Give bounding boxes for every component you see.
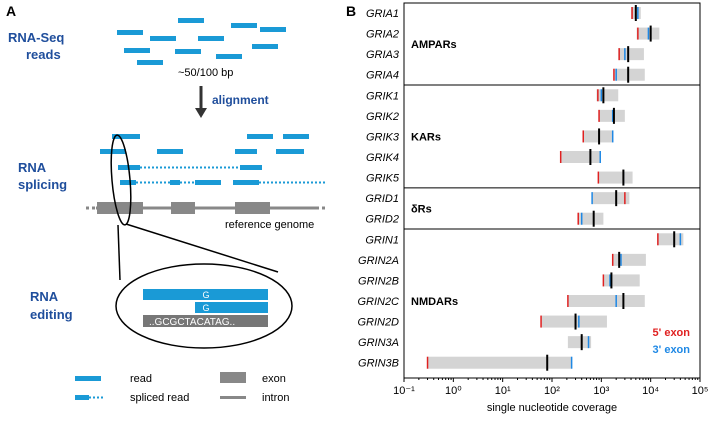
coverage-range [612,253,646,266]
coverage-range [578,212,604,225]
gene-label: GRIA3 [366,49,400,61]
editing-title: editing [30,307,73,322]
gene-label: GRIA4 [366,70,399,82]
coverage-range [567,336,592,349]
read [143,289,268,300]
gene-label: GRIK4 [366,152,399,164]
gene-label: GRIN2D [357,317,399,329]
legend-label: 3' exon [653,344,691,356]
coverage-range [427,356,572,369]
coverage-range [567,295,645,307]
group-label: KARs [411,131,441,143]
step-label: alignment [212,93,269,107]
gene-label: GRIK3 [366,131,400,143]
legend-a: read spliced read exon intron [75,372,290,404]
gene-label: GRIK2 [366,111,399,123]
coverage-range [560,151,601,163]
gene-label: GRIN2C [357,296,399,308]
aligned-reads [100,134,326,185]
coverage-range [657,233,684,246]
gene-label: GRIN3A [358,337,399,349]
coverage-range [596,89,619,102]
edit-base: G [202,303,209,313]
coverage-range [613,68,645,81]
reads-title: reads [26,47,61,62]
x-tick-label: 10² [544,385,560,397]
x-tick-label: 10⁰ [445,385,462,397]
gene-label: GRIK1 [366,90,399,102]
coverage-range [598,109,625,122]
group-label: NMDARs [411,296,458,308]
panel-label: B [346,3,356,19]
genome-segment [143,315,268,327]
panel-label: A [6,3,16,19]
coverage-range [592,192,630,205]
x-tick-label: 10⁴ [642,385,659,397]
legend-label: exon [262,373,286,385]
editing-title: RNA [30,289,59,304]
gene-label: GRID2 [365,214,399,226]
panel-a: A RNA-Seq reads ~50/100 bp alignment RNA… [6,3,328,404]
arrow-head [195,108,207,118]
group-label: AMPARs [411,39,457,51]
x-axis-label: single nucleotide coverage [487,402,617,414]
reference-genome [86,202,328,214]
gene-label: GRIN1 [365,234,399,246]
coverage-range [598,171,633,184]
legend-label: spliced read [130,392,189,404]
panel-b: 10⁻¹ 10⁰ 10¹ 10² 10³ 10⁴ 10⁵ single nucleotide … [357,2,709,414]
reads-title: RNA-Seq [8,30,64,45]
reference-label: reference genome [225,219,314,231]
x-tick-label: 10⁵ [692,385,709,397]
zoom-ellipse [110,134,132,226]
legend-label: 5' exon [653,327,691,339]
gene-label: GRIA1 [366,8,399,20]
coverage-range [603,274,640,287]
gene-label: GRIN3B [358,358,399,370]
legend-label: intron [262,392,290,404]
zoom-line [117,224,121,281]
gene-label: GRIN2B [358,275,399,287]
coverage-range [541,315,607,328]
legend-label: read [130,373,152,385]
read-length: ~50/100 bp [178,67,233,79]
edit-base: G [202,290,209,300]
gene-label: GRIK5 [366,173,400,185]
zoom-line [125,223,279,273]
group-label: δRs [411,203,432,215]
reads [117,18,286,65]
x-tick-label: 10⁻¹ [393,385,415,397]
coverage-range [583,130,613,143]
splicing-title: RNA [18,160,47,175]
splicing-title: splicing [18,177,67,192]
gene-label: GRIN2A [358,255,399,267]
gene-label: GRID1 [365,193,399,205]
coverage-range [618,48,644,61]
x-tick-label: 10³ [593,385,609,397]
sequence: ..GCGCTACATAG.. [149,317,235,328]
gene-label: GRIA2 [366,29,399,41]
read [195,302,268,313]
x-tick-label: 10¹ [495,385,511,397]
